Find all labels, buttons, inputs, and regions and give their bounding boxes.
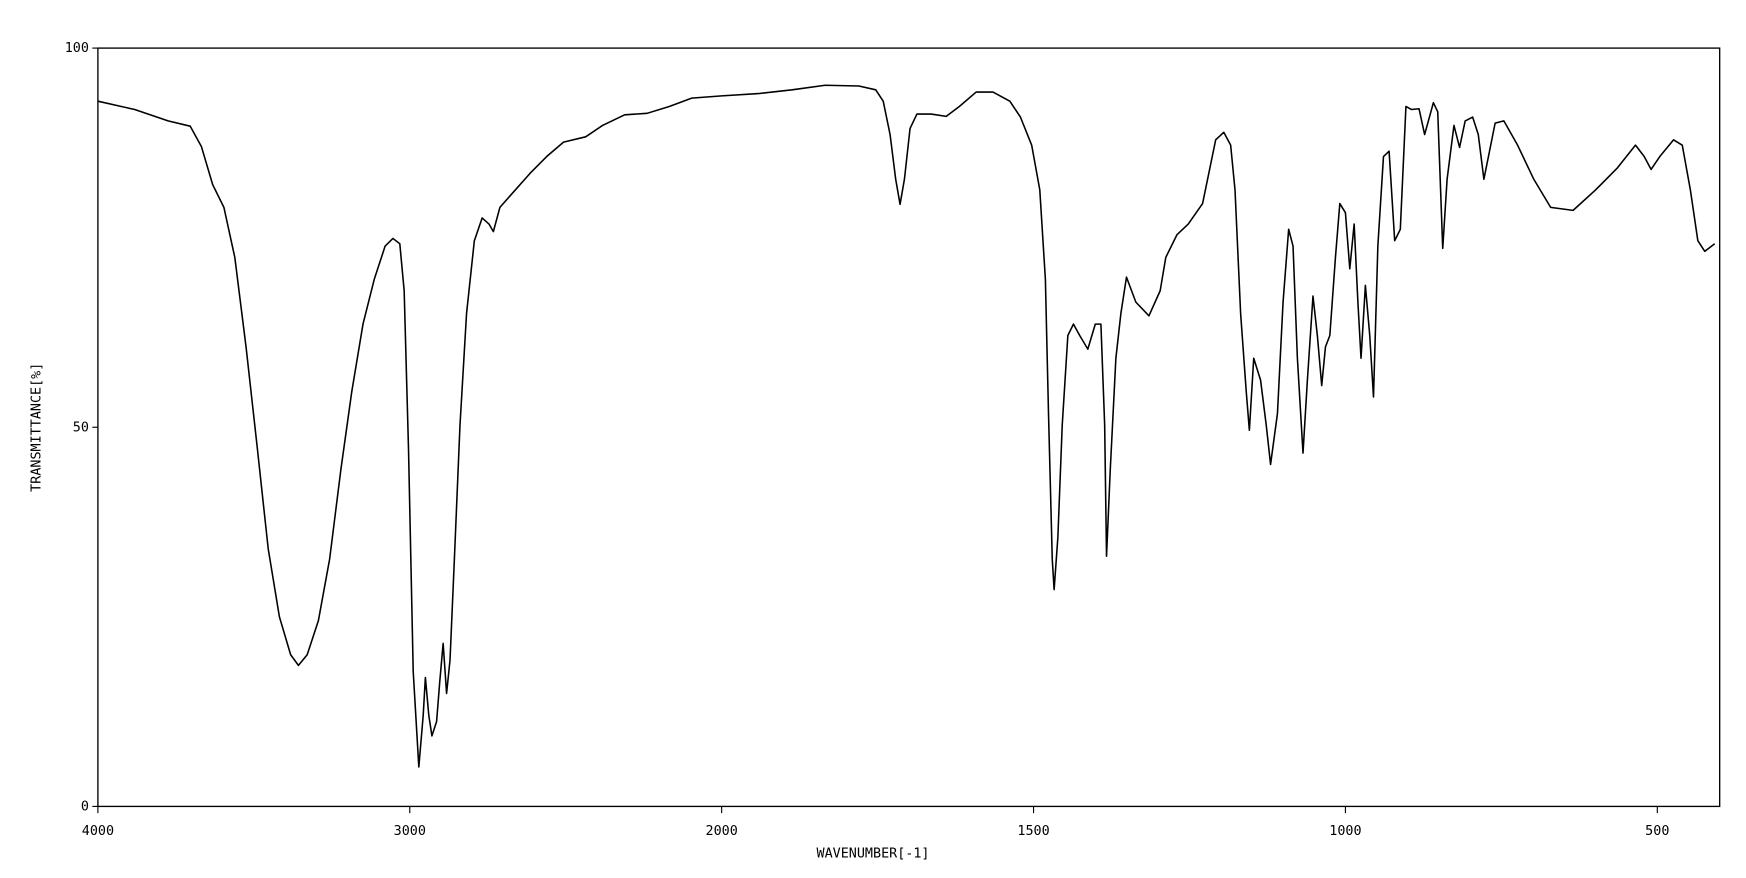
x-tick-label: 2000 bbox=[706, 824, 738, 839]
plot-frame bbox=[97, 47, 1721, 808]
x-tick-label: 1500 bbox=[1017, 824, 1049, 839]
x-axis-label: WAVENUMBER[-1] bbox=[817, 846, 930, 861]
y-axis-label: TRANSMITTANCE[%] bbox=[29, 363, 44, 492]
spectrum-line bbox=[97, 84, 1716, 768]
x-tick-label: 4000 bbox=[82, 824, 114, 839]
y-tick-label: 50 bbox=[73, 420, 89, 435]
x-tick-label: 500 bbox=[1645, 824, 1669, 839]
x-tick-label: 3000 bbox=[394, 824, 426, 839]
x-tick-label: 1000 bbox=[1329, 824, 1361, 839]
y-tick-label: 100 bbox=[65, 41, 89, 56]
y-tick-label: 0 bbox=[81, 799, 89, 814]
